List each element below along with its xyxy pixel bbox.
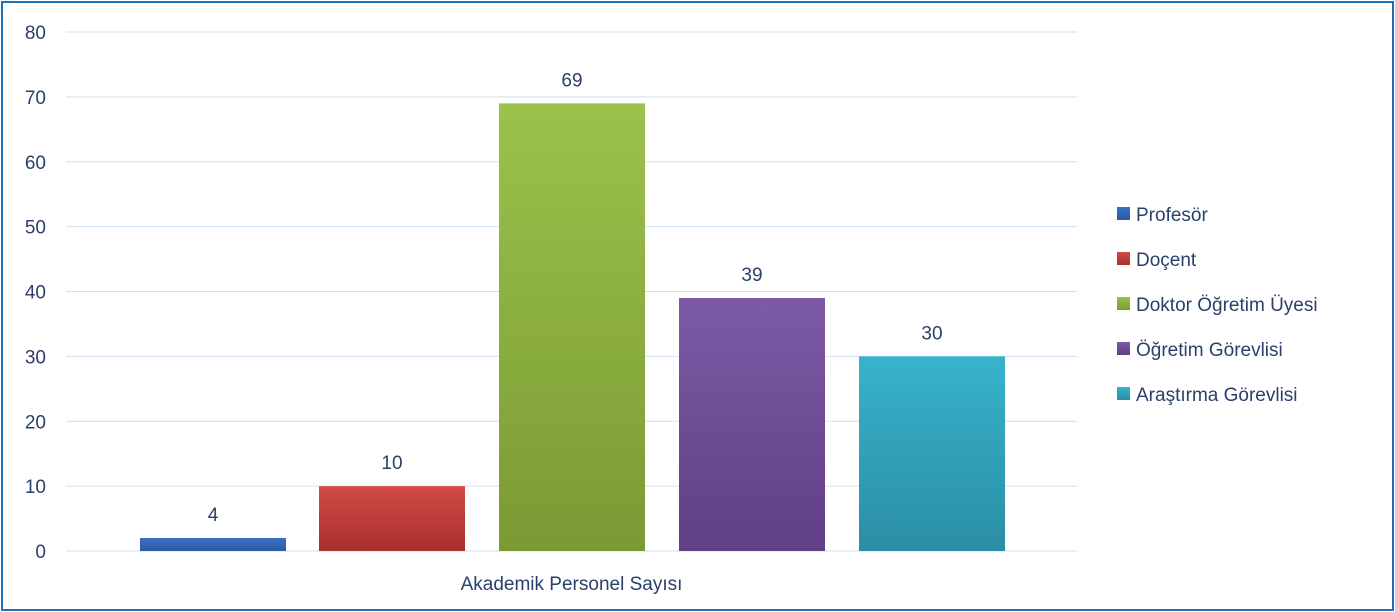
legend-label: Öğretim Görevlisi xyxy=(1136,340,1283,361)
legend-swatch xyxy=(1117,207,1130,220)
legend-item: Doçent xyxy=(1117,250,1197,271)
legend: Profesör Doçent Doktor Öğretim Üyesi Öğreti… xyxy=(1117,205,1318,406)
x-category-label: Akademik Personel Sayısı xyxy=(461,574,683,595)
y-tick-label: 20 xyxy=(25,412,46,433)
y-axis-ticks: 0 10 20 30 40 50 60 70 80 xyxy=(25,23,46,563)
legend-swatch xyxy=(1117,342,1130,355)
legend-item: Araştırma Görevlisi xyxy=(1117,385,1298,406)
legend-label: Doçent xyxy=(1136,250,1197,271)
bar-profes-r xyxy=(140,538,286,551)
bars xyxy=(140,103,1005,552)
bar-ara-t-rma-g-revlisi xyxy=(859,356,1005,551)
legend-swatch xyxy=(1117,297,1130,310)
y-tick-label: 30 xyxy=(25,347,46,368)
legend-swatch xyxy=(1117,252,1130,265)
y-tick-label: 70 xyxy=(25,88,46,109)
legend-item: Öğretim Görevlisi xyxy=(1117,340,1283,361)
y-tick-label: 80 xyxy=(25,23,46,44)
legend-label: Araştırma Görevlisi xyxy=(1136,385,1298,406)
data-labels: 4 10 69 39 30 xyxy=(208,70,943,526)
legend-swatch xyxy=(1117,387,1130,400)
bar-do-ent xyxy=(319,486,465,551)
y-tick-label: 60 xyxy=(25,153,46,174)
bar-doktor-retim-yesi xyxy=(499,103,645,552)
y-tick-label: 40 xyxy=(25,283,46,304)
data-label: 39 xyxy=(741,265,762,286)
data-label: 69 xyxy=(561,70,582,91)
y-tick-label: 0 xyxy=(35,542,46,563)
legend-item: Profesör xyxy=(1117,205,1208,226)
legend-label: Profesör xyxy=(1136,205,1208,226)
y-tick-label: 10 xyxy=(25,477,46,498)
x-axis: Akademik Personel Sayısı xyxy=(461,574,683,595)
legend-item: Doktor Öğretim Üyesi xyxy=(1117,295,1318,316)
y-tick-label: 50 xyxy=(25,218,46,239)
data-label: 4 xyxy=(208,505,219,526)
legend-label: Doktor Öğretim Üyesi xyxy=(1136,295,1318,316)
bar--retim-g-revlisi xyxy=(679,297,825,551)
data-label: 10 xyxy=(381,453,402,474)
data-label: 30 xyxy=(921,323,942,344)
